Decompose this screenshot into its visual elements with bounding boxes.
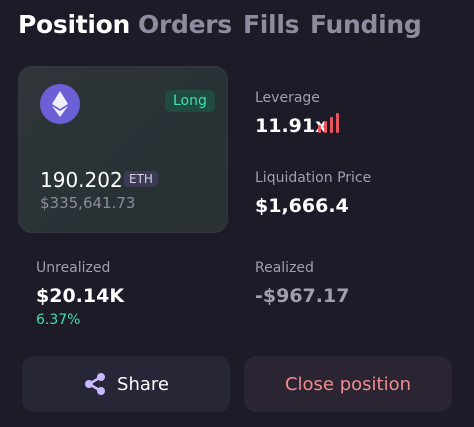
amount: 190.202	[40, 168, 123, 192]
stat-percent: 6.37%	[36, 312, 81, 328]
leverage-icon	[318, 113, 339, 133]
button-label: Share	[117, 373, 169, 395]
side-badge: Long	[165, 90, 215, 112]
stat-label: Liquidation Price	[255, 170, 372, 186]
tab[interactable]: Funding	[310, 10, 422, 39]
eth-icon	[40, 84, 80, 124]
close-button[interactable]: Close position	[244, 356, 452, 412]
stat-label: Leverage	[255, 90, 320, 106]
stat-label: Unrealized	[36, 260, 111, 276]
stat-value: -$967.17	[255, 285, 350, 307]
share-icon	[85, 373, 106, 395]
tab[interactable]: Fills	[243, 10, 300, 39]
tab[interactable]: Orders	[138, 10, 232, 39]
tab[interactable]: Position	[18, 10, 131, 39]
position-card: Long 190.202 ETH $335,641.73	[18, 66, 228, 233]
stat-value: $1,666.4	[255, 195, 349, 217]
stat-value: 11.91x	[255, 115, 328, 137]
usd-value: $335,641.73	[40, 194, 136, 212]
stat-value: $20.14K	[36, 285, 125, 307]
symbol-badge: ETH	[124, 171, 158, 187]
stat-label: Realized	[255, 260, 314, 276]
share-button[interactable]: Share	[22, 356, 230, 412]
button-label: Close position	[284, 373, 412, 395]
